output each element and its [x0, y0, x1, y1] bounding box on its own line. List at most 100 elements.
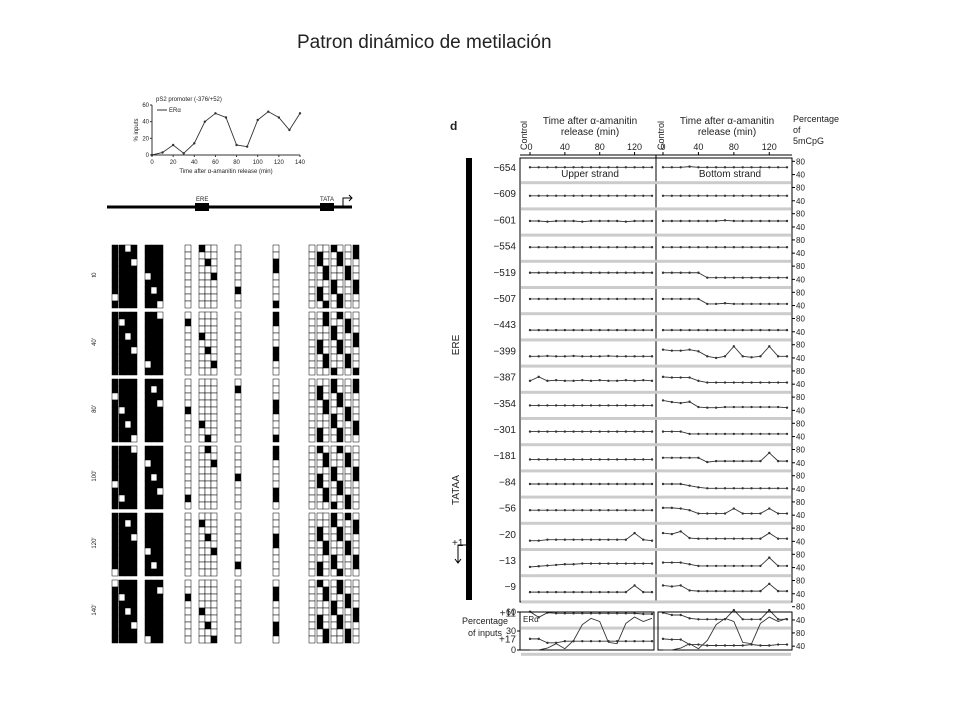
- trace-dot: [625, 195, 627, 197]
- cpg-cell: [185, 435, 191, 442]
- trace-dot: [724, 460, 726, 462]
- cpg-cell: [211, 386, 217, 393]
- cpg-cell: [235, 266, 241, 273]
- trace-dot: [642, 640, 644, 642]
- trace-dot: [786, 538, 788, 540]
- trace-dot: [680, 220, 682, 222]
- trace-dot: [733, 644, 735, 646]
- cpg-cell: [151, 495, 157, 502]
- trace-dot: [662, 638, 664, 640]
- cpg-cell: [145, 280, 151, 287]
- cpg-cell: [323, 562, 329, 569]
- cpg-cell: [235, 502, 241, 509]
- trace-dot: [671, 329, 673, 331]
- trace-dot: [786, 195, 788, 197]
- cpg-cell: [309, 407, 315, 414]
- cpg-cell: [145, 435, 151, 442]
- cpg-cell: [309, 460, 315, 467]
- cpg-cell: [112, 386, 118, 393]
- cpg-cell: [131, 608, 137, 615]
- cpg-cell: [205, 252, 211, 259]
- trace-dot: [564, 272, 566, 274]
- cpg-cell: [323, 474, 329, 481]
- cpg-cell: [323, 312, 329, 319]
- cpg-cell: [205, 333, 211, 340]
- cpg-cell: [317, 548, 323, 555]
- trace-dot: [733, 329, 735, 331]
- cpg-cell: [337, 301, 343, 308]
- trace-dot: [581, 539, 583, 541]
- cpg-cell: [205, 594, 211, 601]
- cpg-cell: [145, 481, 151, 488]
- trace-dot: [759, 487, 761, 489]
- cpg-cell: [235, 615, 241, 622]
- y-tick-label: 80: [796, 367, 805, 376]
- trace-dot: [607, 458, 609, 460]
- cpg-cell: [273, 435, 279, 442]
- cpg-cell: [119, 453, 125, 460]
- trace-dot: [715, 329, 717, 331]
- cpg-cell: [323, 259, 329, 266]
- trace-dot: [538, 246, 540, 248]
- cpg-cell: [125, 407, 131, 414]
- cpg-cell: [199, 294, 205, 301]
- cpg-cell: [323, 587, 329, 594]
- cpg-cell: [235, 379, 241, 386]
- trace: [663, 558, 787, 566]
- trace-dot: [555, 272, 557, 274]
- trace-dot: [529, 483, 531, 485]
- trace-dot: [616, 430, 618, 432]
- cpg-cell: [323, 301, 329, 308]
- cpg-cell: [345, 502, 351, 509]
- cpg-cell: [235, 280, 241, 287]
- cpg-cell: [337, 361, 343, 368]
- cpg-cell: [112, 587, 118, 594]
- trace-dot: [715, 277, 717, 279]
- trace-dot: [555, 329, 557, 331]
- trace-dot: [555, 246, 557, 248]
- trace-dot: [651, 640, 653, 642]
- cpg-cell: [345, 481, 351, 488]
- trace-dot: [616, 246, 618, 248]
- cpg-cell: [157, 495, 163, 502]
- trace-dot: [607, 329, 609, 331]
- trace-dot: [777, 246, 779, 248]
- trace-dot: [662, 430, 664, 432]
- cpg-cell: [205, 435, 211, 442]
- trace-dot: [651, 458, 653, 460]
- cpg-cell: [145, 580, 151, 587]
- y-tick-label: 40: [796, 537, 805, 546]
- cpg-cell: [309, 520, 315, 527]
- trace-dot: [642, 246, 644, 248]
- y-tick-label: 40: [142, 120, 149, 126]
- cpg-cell: [235, 460, 241, 467]
- cpg-cell: [119, 615, 125, 622]
- cpg-cell: [131, 273, 137, 280]
- cpg-cell: [151, 259, 157, 266]
- trace-dot: [724, 302, 726, 304]
- cpg-cell: [345, 513, 351, 520]
- cpg-cell: [205, 474, 211, 481]
- cpg-cell: [151, 301, 157, 308]
- trace-dot: [768, 452, 770, 454]
- cpg-cell: [199, 312, 205, 319]
- cpg-cell: [323, 569, 329, 576]
- cpg-cell: [345, 273, 351, 280]
- trace-dot: [706, 381, 708, 383]
- cpg-cell: [125, 453, 131, 460]
- cpg-cell: [131, 386, 137, 393]
- trace-dot: [697, 486, 699, 488]
- trace-dot: [625, 379, 627, 381]
- cpg-cell: [112, 580, 118, 587]
- x-tick-label: 40: [693, 142, 703, 152]
- cpg-cell: [353, 259, 359, 266]
- trace-dot: [688, 589, 690, 591]
- cpg-cell: [112, 488, 118, 495]
- cpg-cell: [125, 301, 131, 308]
- trace-dot: [680, 376, 682, 378]
- cpg-cell: [119, 252, 125, 259]
- cpg-cell: [199, 629, 205, 636]
- x-tick-label: 40: [560, 142, 570, 152]
- cpg-cell: [145, 333, 151, 340]
- cpg-cell: [331, 587, 337, 594]
